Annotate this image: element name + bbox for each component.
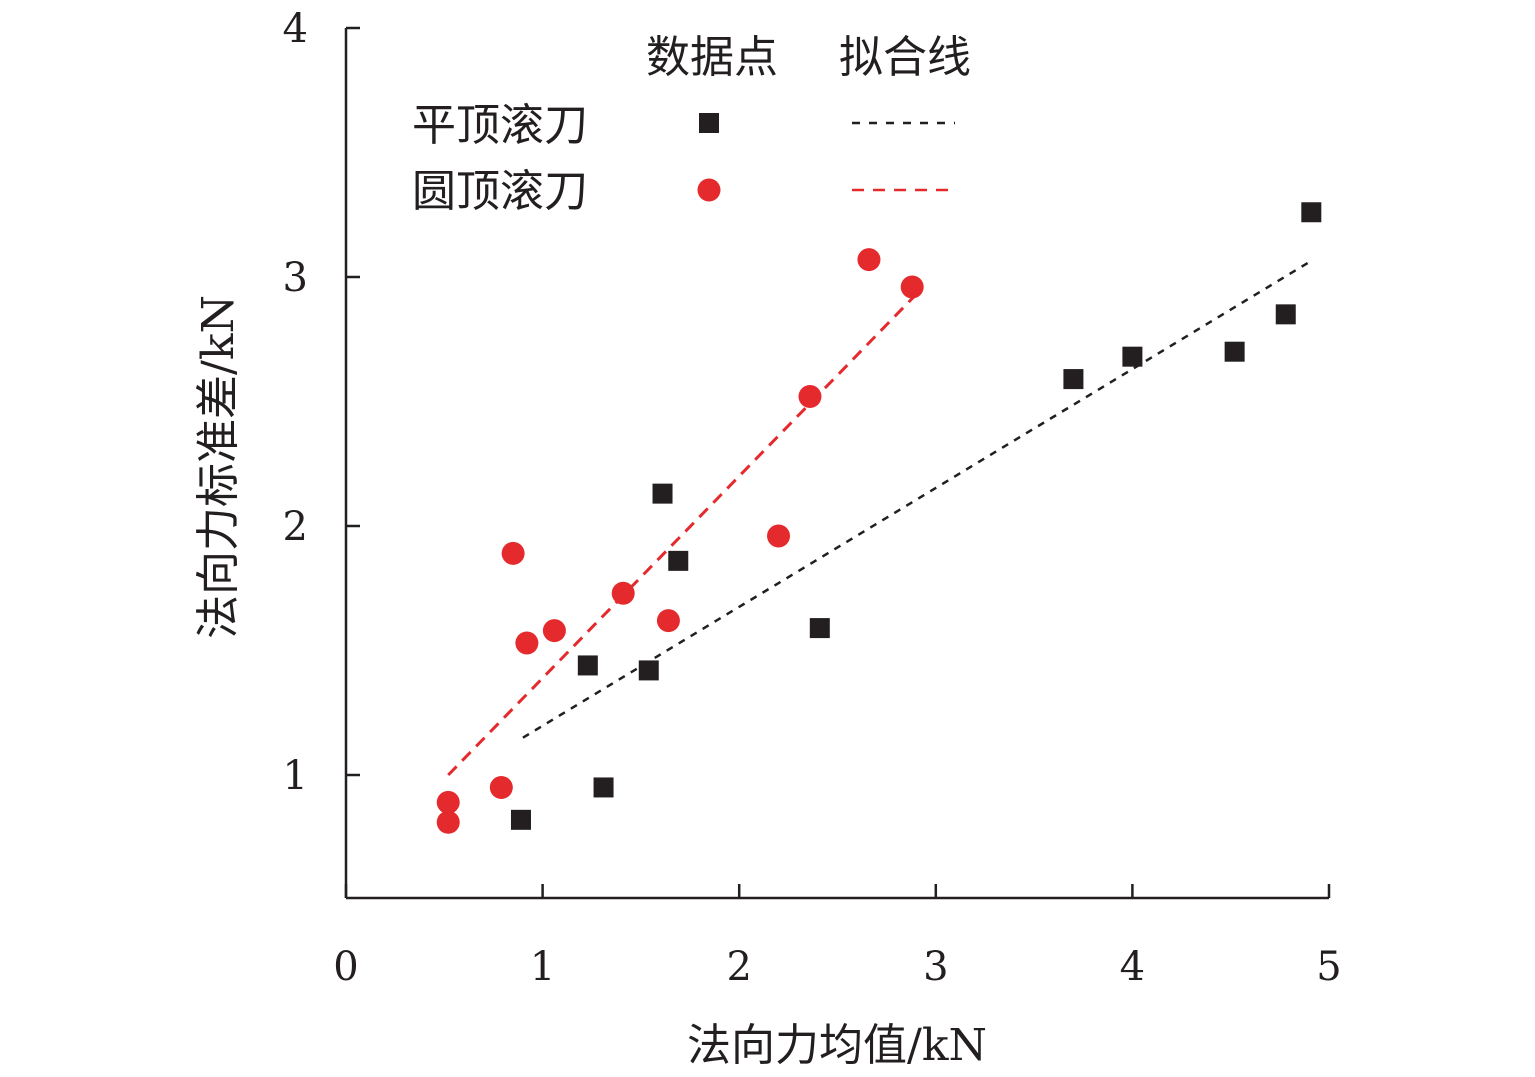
x-axis-title: 法向力均值/kN xyxy=(687,1020,987,1071)
data-point-circle xyxy=(900,275,924,299)
data-point-square xyxy=(809,618,830,639)
y-tick-label: 2 xyxy=(283,504,308,550)
fit-lines xyxy=(447,260,1310,777)
fit-line-series-1 xyxy=(447,293,918,777)
legend-label-series-0: 平顶滚刀 xyxy=(412,100,588,151)
data-point-circle xyxy=(656,609,680,633)
data-point-circle xyxy=(436,790,460,814)
data-point-circle xyxy=(501,541,525,565)
data-point-square xyxy=(1275,304,1296,325)
data-point-circle xyxy=(767,524,791,548)
data-point-circle xyxy=(611,581,635,605)
data-point-square xyxy=(668,550,689,571)
legend-label-series-1: 圆顶滚刀 xyxy=(412,166,588,217)
y-axis-title: 法向力标准差/kN xyxy=(193,295,244,639)
legend-header-points: 数据点 xyxy=(646,32,778,83)
data-points xyxy=(436,202,1322,834)
x-tick-label: 1 xyxy=(530,944,555,990)
x-tick-label: 4 xyxy=(1120,944,1145,990)
legend: 数据点 拟合线 平顶滚刀 圆顶滚刀 xyxy=(412,32,971,217)
legend-header-fit: 拟合线 xyxy=(839,32,971,83)
data-point-circle xyxy=(857,248,881,272)
data-point-square xyxy=(1063,369,1084,390)
x-tick-label: 2 xyxy=(726,944,751,990)
y-tick-label: 1 xyxy=(283,753,308,799)
y-tick-label: 4 xyxy=(283,6,308,52)
data-point-circle xyxy=(798,385,822,409)
data-point-square xyxy=(577,655,598,676)
data-point-circle xyxy=(542,619,566,643)
data-point-square xyxy=(1122,346,1143,367)
y-tick-label: 3 xyxy=(283,255,308,301)
legend-marker-series-0 xyxy=(699,113,719,133)
data-point-square xyxy=(652,483,673,504)
data-point-square xyxy=(638,660,659,681)
data-point-circle xyxy=(515,631,539,655)
legend-marker-series-1 xyxy=(697,178,721,202)
x-tick-label: 5 xyxy=(1316,944,1341,990)
x-tick-label: 3 xyxy=(923,944,948,990)
data-point-square xyxy=(1301,202,1322,223)
data-point-square xyxy=(510,809,531,830)
data-point-circle xyxy=(489,775,513,799)
data-point-square xyxy=(1224,341,1245,362)
x-tick-label: 0 xyxy=(333,944,358,990)
axes: 1 2 3 4 0 1 2 3 4 5 xyxy=(283,6,1342,990)
data-point-square xyxy=(593,777,614,798)
data-point-circle xyxy=(436,810,460,834)
